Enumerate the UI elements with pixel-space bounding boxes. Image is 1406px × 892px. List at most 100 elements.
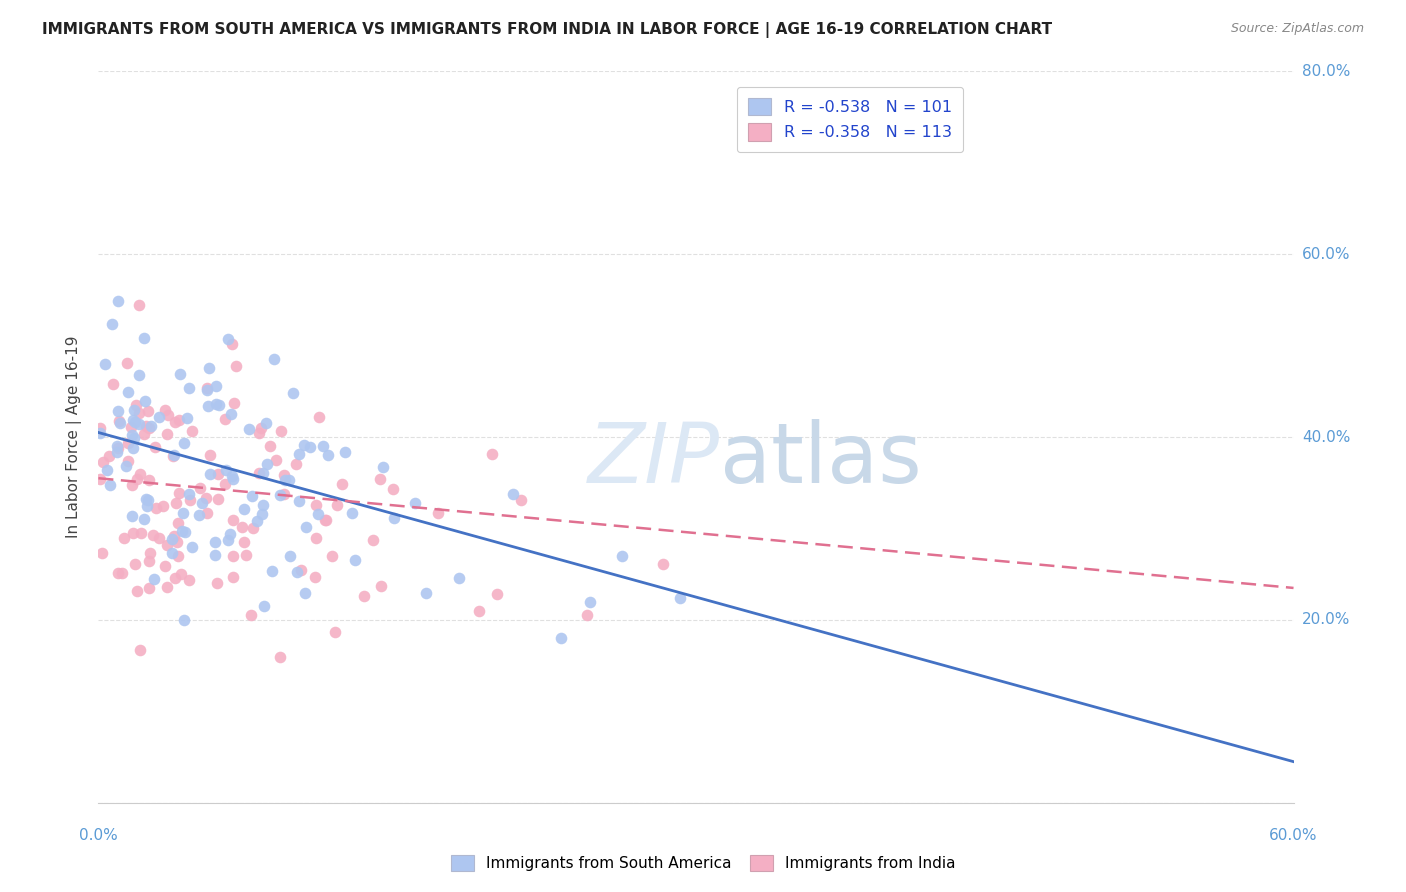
Point — [188, 481, 211, 495]
Point — [264, 453, 287, 467]
Point — [132, 331, 155, 345]
Point — [145, 500, 167, 515]
Point — [153, 402, 176, 417]
Point — [222, 513, 245, 527]
Point — [120, 419, 142, 434]
Point — [668, 591, 690, 606]
Point — [108, 416, 131, 430]
Text: Source: ZipAtlas.com: Source: ZipAtlas.com — [1230, 22, 1364, 36]
Point — [105, 439, 128, 453]
Point — [148, 410, 170, 425]
Point — [361, 533, 384, 547]
Point — [502, 487, 524, 501]
Point — [138, 581, 160, 595]
Point — [307, 507, 329, 521]
Point — [142, 527, 165, 541]
Point — [173, 613, 195, 627]
Point — [232, 535, 254, 549]
Point — [550, 632, 572, 646]
Point — [486, 587, 509, 601]
Point — [179, 493, 201, 508]
Point — [169, 486, 191, 500]
Point — [219, 526, 242, 541]
Point — [167, 516, 190, 531]
Point — [253, 599, 276, 614]
Point — [340, 506, 363, 520]
Point — [304, 498, 326, 512]
Point — [259, 439, 281, 453]
Legend: Immigrants from South America, Immigrants from India: Immigrants from South America, Immigrant… — [444, 849, 962, 877]
Point — [315, 513, 337, 527]
Point — [382, 482, 405, 496]
Point — [232, 501, 254, 516]
Point — [121, 428, 143, 442]
Point — [242, 521, 264, 535]
Point — [162, 448, 184, 462]
Point — [172, 506, 194, 520]
Point — [353, 589, 375, 603]
Point — [111, 566, 134, 580]
Point — [252, 466, 274, 480]
Text: 60.0%: 60.0% — [1270, 828, 1317, 843]
Point — [576, 607, 599, 622]
Point — [122, 441, 145, 455]
Point — [139, 419, 162, 434]
Point — [128, 417, 150, 432]
Point — [252, 498, 274, 512]
Point — [207, 575, 229, 590]
Point — [222, 549, 245, 563]
Point — [222, 570, 245, 584]
Point — [124, 402, 146, 417]
Point — [270, 424, 292, 438]
Point — [179, 573, 201, 587]
Point — [121, 509, 143, 524]
Point — [165, 496, 187, 510]
Point — [198, 448, 221, 462]
Point — [138, 554, 160, 568]
Point — [195, 383, 218, 397]
Point — [156, 580, 179, 594]
Point — [122, 431, 145, 445]
Point — [326, 499, 349, 513]
Point — [294, 586, 316, 600]
Point — [136, 499, 159, 513]
Point — [321, 549, 343, 564]
Point — [273, 487, 295, 501]
Point — [250, 507, 273, 521]
Y-axis label: In Labor Force | Age 16-19: In Labor Force | Age 16-19 — [66, 335, 83, 539]
Point — [160, 532, 183, 546]
Point — [181, 541, 204, 555]
Point — [222, 472, 245, 486]
Point — [166, 549, 188, 564]
Point — [128, 297, 150, 311]
Point — [101, 376, 124, 391]
Point — [235, 548, 257, 562]
Point — [89, 421, 111, 435]
Point — [215, 462, 238, 476]
Point — [415, 586, 437, 600]
Point — [205, 379, 228, 393]
Point — [304, 570, 326, 584]
Point — [124, 557, 146, 571]
Point — [138, 473, 160, 487]
Point — [277, 473, 299, 487]
Point — [191, 496, 214, 510]
Point — [330, 476, 353, 491]
Point — [312, 439, 335, 453]
Point — [91, 546, 114, 560]
Point — [274, 473, 297, 487]
Point — [273, 467, 295, 482]
Point — [308, 409, 330, 424]
Point — [96, 463, 118, 477]
Point — [404, 496, 426, 510]
Point — [124, 415, 146, 429]
Point — [426, 506, 449, 520]
Point — [173, 525, 195, 540]
Point — [207, 492, 229, 507]
Point — [344, 552, 367, 566]
Point — [579, 594, 602, 608]
Point — [217, 331, 239, 345]
Text: 80.0%: 80.0% — [1302, 64, 1350, 78]
Point — [314, 513, 336, 527]
Point — [299, 440, 322, 454]
